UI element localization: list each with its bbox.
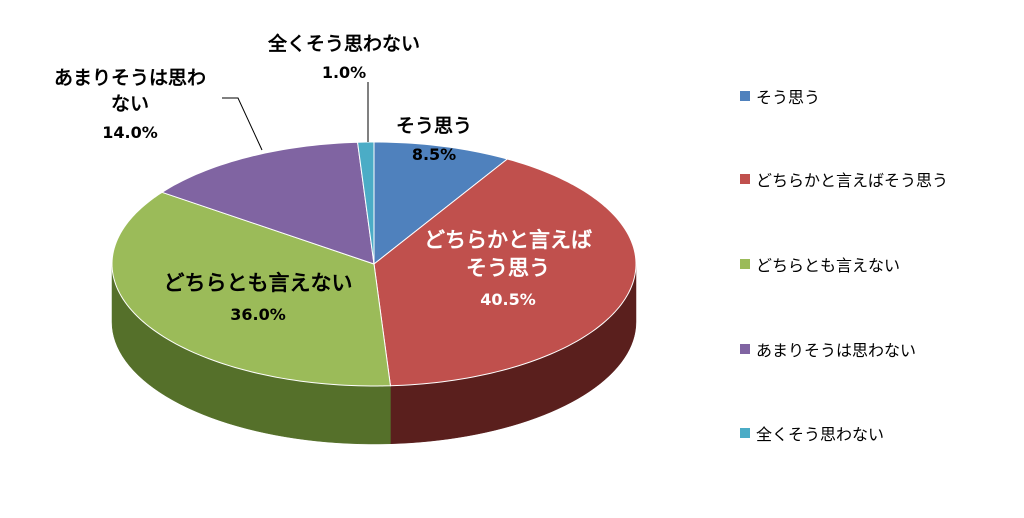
pie-slice (111, 191, 392, 387)
chart-legend: そう思う どちらかと言えばそう思う どちらとも言えない あまりそうは思わない 全… (740, 0, 1020, 518)
legend-label: そう思う (756, 88, 821, 107)
data-label-value: 8.5% (412, 145, 456, 164)
pie-label-group: そう思う8.5%どちらかと言えばそう思う40.5%どちらとも言えない36.0%あ… (54, 32, 592, 324)
data-label-category: どちらとも言えない (164, 271, 353, 295)
legend-swatch (740, 259, 750, 269)
legend-label: どちらかと言えばそう思う (756, 171, 949, 190)
legend-item: あまりそうは思わない (740, 337, 916, 361)
leader-line (222, 97, 263, 151)
pie-top-group (111, 141, 637, 387)
legend-swatch (740, 91, 750, 101)
legend-item: どちらとも言えない (740, 252, 900, 276)
legend-label: 全くそう思わない (756, 425, 885, 444)
data-label-category: そう思う (396, 115, 472, 137)
pie-slice (356, 141, 375, 265)
data-label-category: あまりそうは思わ (54, 67, 206, 89)
pie-slice (160, 141, 375, 265)
data-label: どちらとも言えない 36.0% (164, 271, 353, 324)
data-label-category: そう思う (466, 256, 550, 280)
pie-slice (373, 158, 637, 387)
data-label-value: 36.0% (230, 305, 286, 324)
data-label: あまりそうは思わない 14.0% (54, 67, 206, 142)
data-label: 全くそう思わない 1.0% (267, 32, 420, 82)
legend-label: あまりそうは思わない (756, 341, 917, 360)
legend-item: どちらかと言えばそう思う (740, 167, 948, 191)
data-label-value: 40.5% (480, 290, 536, 309)
legend-item: そう思う (740, 84, 820, 108)
pie-chart-svg: そう思う8.5%どちらかと言えばそう思う40.5%どちらとも言えない36.0%あ… (54, 32, 637, 445)
legend-swatch (740, 174, 750, 184)
data-label-category: 全くそう思わない (267, 32, 420, 55)
data-label-category: ない (111, 93, 149, 115)
pie-slice (373, 141, 509, 266)
legend-swatch (740, 428, 750, 438)
data-label: どちらかと言えばそう思う 40.5% (424, 228, 592, 309)
legend-swatch (740, 344, 750, 354)
data-label-value: 14.0% (102, 123, 158, 142)
data-label-category: どちらかと言えば (424, 228, 592, 252)
data-label-value: 1.0% (322, 63, 366, 82)
data-label: そう思う 8.5% (396, 115, 472, 164)
legend-label: どちらとも言えない (756, 256, 901, 275)
legend-item: 全くそう思わない (740, 421, 884, 445)
